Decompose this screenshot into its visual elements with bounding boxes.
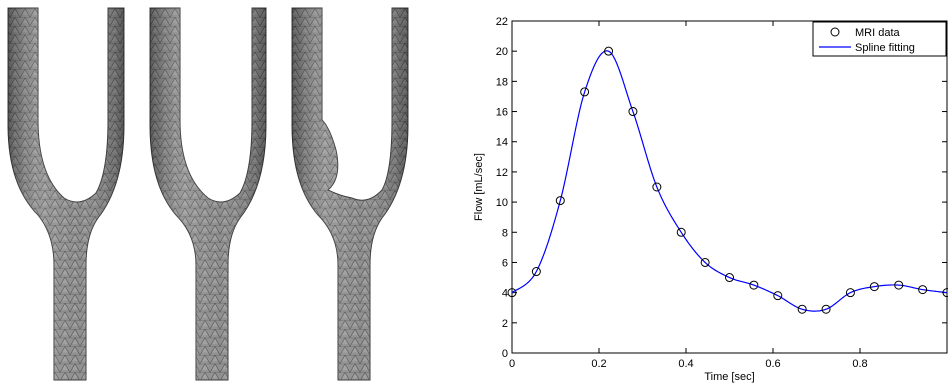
mri-data-point (845, 288, 855, 298)
flow-chart: 0 0.2 0.4 0.6 0.8 0 2 4 6 8 10 12 14 16 18 20 22 Time [… (473, 16, 948, 383)
mri-data-point (676, 227, 686, 237)
mri-data-point (797, 304, 807, 314)
series-spline-fitting (511, 50, 948, 312)
mri-data-point (531, 267, 541, 277)
legend-marker-icon (830, 27, 840, 37)
mri-data-point (749, 280, 759, 290)
y-tick-label: 16 (496, 107, 508, 119)
vessel-meshes (7, 7, 409, 381)
mri-data-point (604, 46, 614, 56)
series-mri-data (507, 46, 948, 314)
mri-data-point (918, 285, 928, 295)
mri-data-point (942, 288, 948, 298)
y-tick-label: 8 (502, 227, 508, 239)
y-tick-label: 2 (502, 318, 508, 330)
y-tick-label: 22 (496, 16, 508, 28)
y-tick-label: 18 (496, 76, 508, 88)
mesh-mild-bulge-bifurcation (149, 7, 267, 381)
y-tick-label: 4 (502, 288, 508, 300)
mri-data-point (507, 288, 517, 298)
mri-data-point (894, 280, 904, 290)
x-tick-label: 0.8 (852, 358, 867, 370)
x-axis-ticks: 0 0.2 0.4 0.6 0.8 (509, 21, 868, 370)
y-axis-label: Flow [mL/sec] (473, 153, 485, 221)
x-axis-label: Time [sec] (704, 371, 754, 383)
x-tick-label: 0.4 (678, 358, 693, 370)
chart-axes (511, 20, 948, 354)
y-tick-label: 10 (496, 197, 508, 209)
chart-legend: MRI data Spline fitting (812, 21, 947, 57)
x-tick-label: 0 (509, 358, 515, 370)
mri-data-point (555, 196, 565, 206)
mri-data-point (869, 282, 879, 292)
mri-data-point (580, 87, 590, 97)
mri-data-point (652, 182, 662, 192)
y-tick-label: 14 (496, 137, 508, 149)
y-axis-ticks: 0 2 4 6 8 10 12 14 16 18 20 22 (496, 16, 947, 360)
legend-label-spline-fitting: Spline fitting (855, 42, 915, 54)
mri-data-point (725, 273, 734, 283)
mesh-aneurysm-bifurcation (291, 7, 409, 381)
y-tick-label: 0 (502, 348, 508, 360)
y-tick-label: 12 (496, 167, 508, 179)
x-tick-label: 0.6 (765, 358, 780, 370)
mri-data-point (700, 257, 710, 267)
legend-label-mri-data: MRI data (855, 27, 901, 39)
y-tick-label: 6 (502, 257, 508, 269)
mri-data-point (773, 291, 783, 301)
mesh-healthy-bifurcation (7, 7, 125, 381)
plot-frame (511, 20, 948, 354)
mri-data-point (628, 107, 638, 117)
y-tick-label: 20 (496, 46, 508, 58)
mri-data-point (821, 304, 831, 314)
x-tick-label: 0.2 (591, 358, 606, 370)
